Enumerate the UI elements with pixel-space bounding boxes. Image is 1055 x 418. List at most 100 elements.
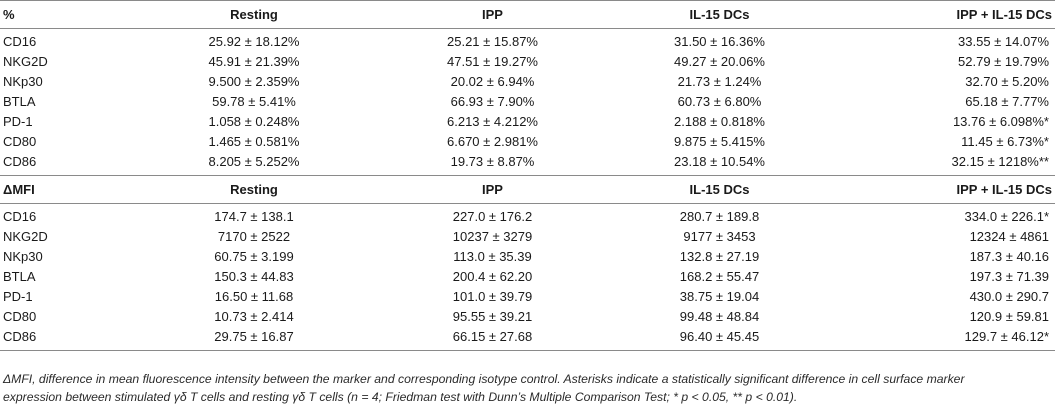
column-header: Resting <box>132 0 376 29</box>
value-cell: 31.50 ± 16.36% <box>674 34 765 49</box>
value-cell: 200.4 ± 62.20 <box>452 269 533 284</box>
value-cell: 1.465 ± 0.581% <box>208 134 300 149</box>
value-cell: 168.2 ± 55.47 <box>679 269 760 284</box>
table-row: NKp30 60.75 ± 3.199 113.0 ± 35.39 132.8 ± 2… <box>0 247 1055 267</box>
value-cell: 120.9 ± 59.81 <box>969 309 1049 324</box>
section-header-row: ΔMFI Resting IPP IL-15 DCs IPP + IL-15 DCs <box>0 175 1055 204</box>
section-header-row: % Resting IPP IL-15 DCs IPP + IL-15 DCs <box>0 0 1055 29</box>
value-cell: 60.75 ± 3.199 <box>214 249 294 264</box>
value-cell: 187.3 ± 40.16 <box>969 249 1049 264</box>
value-cell: 6.670 ± 2.981% <box>447 134 538 149</box>
marker-cell: PD-1 <box>3 114 33 129</box>
marker-cell: CD16 <box>3 34 37 49</box>
value-cell: 11.45 ± 6.73%* <box>961 134 1049 149</box>
value-cell: 25.21 ± 15.87% <box>447 34 538 49</box>
table-row: CD16 174.7 ± 138.1 227.0 ± 176.2 280.7 ± 18… <box>0 207 1055 227</box>
column-header: IPP <box>376 0 609 29</box>
marker-cell: CD86 <box>3 329 37 344</box>
value-cell: 150.3 ± 44.83 <box>214 269 294 284</box>
value-cell: 174.7 ± 138.1 <box>214 209 294 224</box>
value-cell: 2.188 ± 0.818% <box>674 114 765 129</box>
value-cell: 9.500 ± 2.359% <box>208 74 300 89</box>
table-row: CD80 1.465 ± 0.581% 6.670 ± 2.981% 9.875 ± … <box>0 132 1055 152</box>
value-cell: 95.55 ± 39.21 <box>452 309 533 324</box>
value-cell: 21.73 ± 1.24% <box>677 74 762 89</box>
value-cell: 32.15 ± 1218%** <box>951 154 1050 169</box>
table-row: CD86 8.205 ± 5.252% 19.73 ± 8.87% 23.18 ± 1… <box>0 152 1055 172</box>
value-cell: 16.50 ± 11.68 <box>214 289 294 304</box>
footnote-line: expression between stimulated γδ T cells… <box>3 390 798 404</box>
value-cell: 32.70 ± 5.20% <box>965 74 1049 89</box>
footnote-line: ΔMFI, difference in mean fluorescence in… <box>3 372 965 386</box>
value-cell: 59.78 ± 5.41% <box>212 94 296 109</box>
value-cell: 6.213 ± 4.212% <box>447 114 538 129</box>
marker-cell: CD16 <box>3 209 37 224</box>
table-row: NKG2D 7170 ± 2522 10237 ± 3279 9177 ± 3453 1… <box>0 227 1055 247</box>
value-cell: 47.51 ± 19.27% <box>447 54 538 69</box>
value-cell: 10.73 ± 2.414 <box>214 309 294 324</box>
value-cell: 12324 ± 4861 <box>969 229 1049 244</box>
value-cell: 49.27 ± 20.06% <box>674 54 765 69</box>
value-cell: 65.18 ± 7.77% <box>965 94 1049 109</box>
column-header: IPP + IL-15 DCs <box>830 0 1055 29</box>
value-cell: 197.3 ± 71.39 <box>969 269 1049 284</box>
marker-cell: BTLA <box>3 94 36 109</box>
value-cell: 9.875 ± 5.415% <box>674 134 765 149</box>
table-row: BTLA 150.3 ± 44.83 200.4 ± 62.20 168.2 ± 55… <box>0 267 1055 287</box>
value-cell: 8.205 ± 5.252% <box>208 154 300 169</box>
unit-header: ΔMFI <box>0 175 132 204</box>
marker-cell: NKG2D <box>3 229 48 244</box>
marker-cell: BTLA <box>3 269 36 284</box>
value-cell: 7170 ± 2522 <box>217 229 291 244</box>
value-cell: 334.0 ± 226.1* <box>964 209 1049 224</box>
column-header: IL-15 DCs <box>609 175 830 204</box>
value-cell: 23.18 ± 10.54% <box>674 154 765 169</box>
value-cell: 38.75 ± 19.04 <box>679 289 760 304</box>
value-cell: 60.73 ± 6.80% <box>677 94 762 109</box>
value-cell: 227.0 ± 176.2 <box>452 209 533 224</box>
value-cell: 66.93 ± 7.90% <box>450 94 535 109</box>
marker-cell: CD86 <box>3 154 37 169</box>
table-row: NKp30 9.500 ± 2.359% 20.02 ± 6.94% 21.73 ± … <box>0 72 1055 92</box>
value-cell: 9177 ± 3453 <box>683 229 756 244</box>
value-cell: 66.15 ± 27.68 <box>452 329 533 344</box>
value-cell: 52.79 ± 19.79% <box>958 54 1049 69</box>
column-header: IL-15 DCs <box>609 0 830 29</box>
value-cell: 33.55 ± 14.07% <box>958 34 1049 49</box>
marker-cell: CD80 <box>3 134 37 149</box>
value-cell: 45.91 ± 21.39% <box>208 54 300 69</box>
value-cell: 101.0 ± 39.79 <box>452 289 533 304</box>
table-row: CD80 10.73 ± 2.414 95.55 ± 39.21 99.48 ± 48… <box>0 307 1055 327</box>
value-cell: 132.8 ± 27.19 <box>679 249 760 264</box>
table-body: % Resting IPP IL-15 DCs IPP + IL-15 DCs CD16 2… <box>0 0 1055 351</box>
marker-cell: PD-1 <box>3 289 33 304</box>
column-header: IPP <box>376 175 609 204</box>
value-cell: 113.0 ± 35.39 <box>453 249 532 264</box>
value-cell: 280.7 ± 189.8 <box>679 209 760 224</box>
value-cell: 96.40 ± 45.45 <box>679 329 760 344</box>
table-row: NKG2D 45.91 ± 21.39% 47.51 ± 19.27% 49.27 ±… <box>0 52 1055 72</box>
table-row: BTLA 59.78 ± 5.41% 66.93 ± 7.90% 60.73 ± 6.… <box>0 92 1055 112</box>
unit-header: % <box>0 0 132 29</box>
table-row: CD86 29.75 ± 16.87 66.15 ± 27.68 96.40 ± 45… <box>0 327 1055 347</box>
marker-cell: NKG2D <box>3 54 48 69</box>
value-cell: 13.76 ± 6.098%* <box>952 114 1049 129</box>
marker-expression-table: % Resting IPP IL-15 DCs IPP + IL-15 DCs CD16 2… <box>0 0 1055 351</box>
column-header: Resting <box>132 175 376 204</box>
value-cell: 430.0 ± 290.7 <box>969 289 1049 304</box>
value-cell: 10237 ± 3279 <box>452 229 533 244</box>
table-row: CD16 25.92 ± 18.12% 25.21 ± 15.87% 31.50 ± … <box>0 32 1055 52</box>
marker-cell: NKp30 <box>3 74 43 89</box>
value-cell: 1.058 ± 0.248% <box>208 114 300 129</box>
value-cell: 25.92 ± 18.12% <box>208 34 300 49</box>
table-footnote: ΔMFI, difference in mean fluorescence in… <box>3 370 1051 406</box>
value-cell: 20.02 ± 6.94% <box>450 74 535 89</box>
table-row: PD-1 1.058 ± 0.248% 6.213 ± 4.212% 2.188 ± … <box>0 112 1055 132</box>
value-cell: 29.75 ± 16.87 <box>214 329 294 344</box>
marker-cell: CD80 <box>3 309 37 324</box>
marker-cell: NKp30 <box>3 249 43 264</box>
value-cell: 99.48 ± 48.84 <box>679 309 760 324</box>
value-cell: 129.7 ± 46.12* <box>964 329 1049 344</box>
table-row: PD-1 16.50 ± 11.68 101.0 ± 39.79 38.75 ± 19… <box>0 287 1055 307</box>
